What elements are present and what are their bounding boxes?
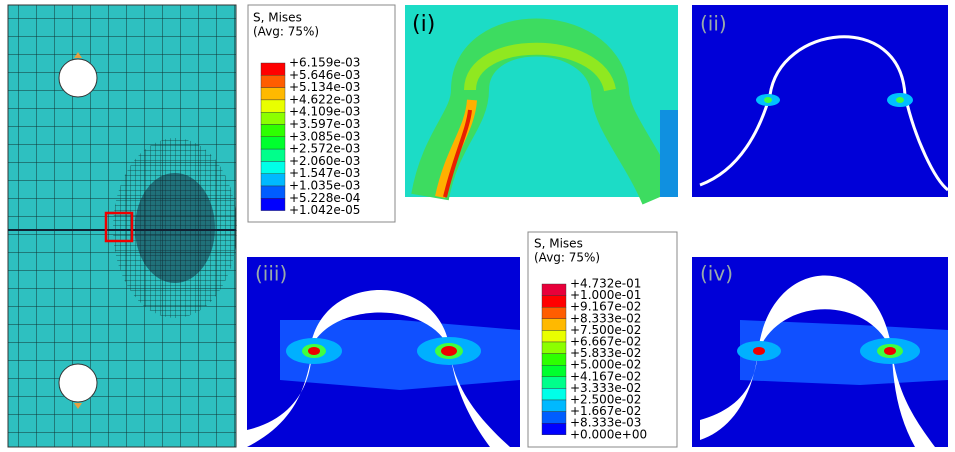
legend-value: +4.732e-01 xyxy=(570,277,641,291)
legend-value: +3.085e-03 xyxy=(289,129,360,143)
legend-value: +2.572e-03 xyxy=(289,142,360,156)
legend-value: +7.500e-02 xyxy=(570,323,641,337)
legend-value: +1.035e-03 xyxy=(289,179,360,193)
legend-swatch xyxy=(541,307,567,320)
legend-swatch xyxy=(260,136,286,150)
legend-value: +5.833e-02 xyxy=(570,346,641,360)
legend-swatch xyxy=(541,365,567,378)
legend-value: +5.134e-03 xyxy=(289,80,360,94)
legend-swatch xyxy=(260,124,286,138)
contour-panel: (iv) xyxy=(692,257,948,447)
legend-swatch xyxy=(260,185,286,199)
legend-swatch xyxy=(541,411,567,424)
legend-value: +0.000e+00 xyxy=(570,427,647,441)
legend-swatch xyxy=(260,99,286,113)
legend-swatch xyxy=(260,75,286,88)
legend-value: +1.042e-05 xyxy=(289,203,360,217)
legend-swatch xyxy=(541,318,567,331)
legend-title: S, Mises xyxy=(534,237,583,251)
legend-value: +5.000e-02 xyxy=(570,358,641,372)
legend-swatch xyxy=(260,173,286,187)
legend-value: +1.000e-01 xyxy=(570,288,641,302)
legend-value: +4.167e-02 xyxy=(570,369,641,383)
legend-swatch xyxy=(260,111,286,125)
legend-value: +1.547e-03 xyxy=(289,166,360,180)
panel-label: (i) xyxy=(412,12,435,37)
legend-value: +4.109e-03 xyxy=(289,105,360,119)
legend-value: +8.333e-03 xyxy=(570,416,641,430)
legend-swatch xyxy=(541,330,567,343)
legend-title: S, Mises xyxy=(253,11,302,25)
legend-swatch xyxy=(541,295,567,308)
legend-value: +3.333e-02 xyxy=(570,381,641,395)
legend-swatch xyxy=(541,353,567,366)
legend-value: +3.597e-03 xyxy=(289,117,360,131)
legend-value: +1.667e-02 xyxy=(570,404,641,418)
legend-subtitle: (Avg: 75%) xyxy=(253,25,319,39)
panel-label: (iv) xyxy=(700,262,733,286)
legend-value: +2.500e-02 xyxy=(570,393,641,407)
legend-value: +9.167e-02 xyxy=(570,300,641,314)
panel-label: (ii) xyxy=(700,12,727,36)
mesh-panel xyxy=(7,4,237,448)
legend-swatch xyxy=(260,62,286,76)
legend-swatch xyxy=(260,161,286,174)
legend-value: +8.333e-02 xyxy=(570,311,641,325)
legend-value: +6.159e-03 xyxy=(289,56,360,70)
legend-swatch xyxy=(541,388,567,401)
legend-swatch xyxy=(541,376,567,389)
contour-panel: (ii) xyxy=(692,5,949,197)
legend-value: +2.060e-03 xyxy=(289,154,360,168)
legend-swatch xyxy=(260,87,286,101)
legend-value: +5.228e-04 xyxy=(289,191,360,205)
contour-panel: (i) xyxy=(405,5,678,205)
legend-swatch xyxy=(260,148,286,162)
panel-label: (iii) xyxy=(255,262,287,286)
legend-value: +4.622e-03 xyxy=(289,92,360,106)
legend-subtitle: (Avg: 75%) xyxy=(534,251,600,265)
legend-value: +6.667e-02 xyxy=(570,335,641,349)
legend-swatch xyxy=(541,283,567,296)
contour-panel: (iii) xyxy=(247,257,520,447)
legend-swatch xyxy=(541,399,567,412)
legend-swatch xyxy=(260,198,286,211)
legend-value: +5.646e-03 xyxy=(289,68,360,82)
legend-swatch xyxy=(541,341,567,354)
legend-swatch xyxy=(541,423,567,436)
